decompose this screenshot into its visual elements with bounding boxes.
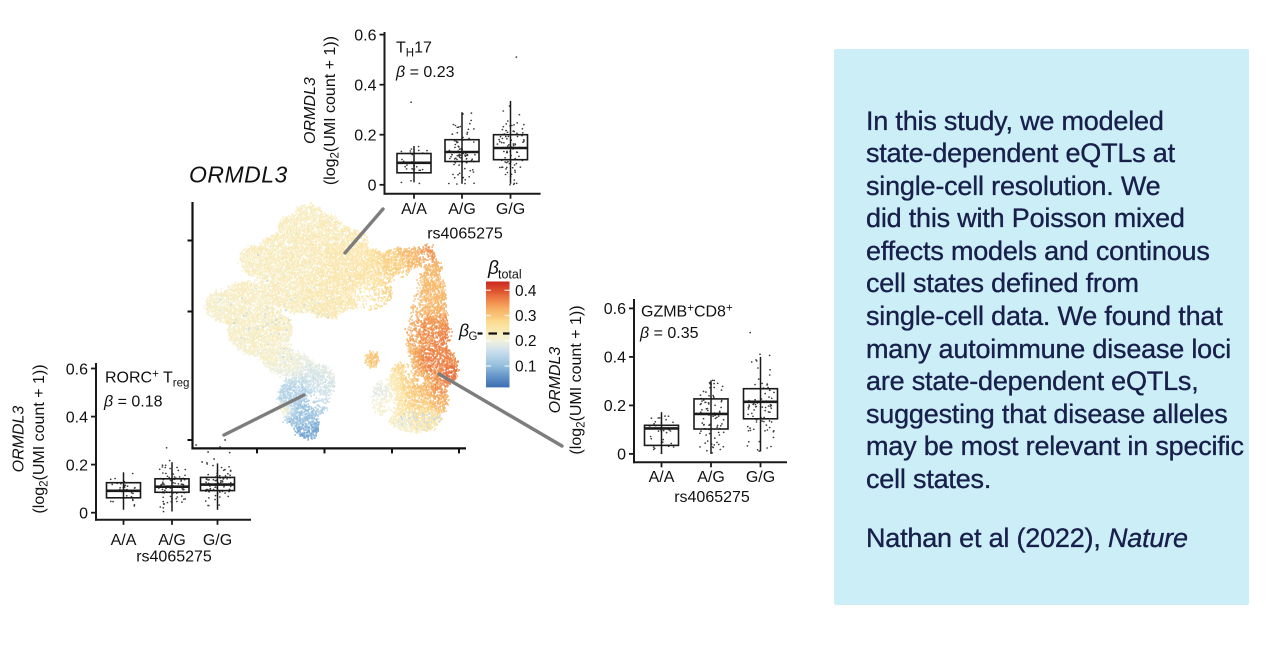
svg-text:0.2: 0.2	[604, 398, 626, 415]
svg-text:0.2: 0.2	[354, 128, 376, 145]
svg-text:0.6: 0.6	[604, 301, 626, 318]
svg-text:A/G: A/G	[697, 469, 725, 486]
svg-text:0.4: 0.4	[604, 350, 626, 367]
svg-text:0.6: 0.6	[354, 27, 376, 44]
svg-text:ORMDL3: ORMDL3	[189, 162, 288, 188]
svg-text:ORMDL3: ORMDL3	[11, 406, 28, 473]
svg-text:0: 0	[617, 447, 626, 464]
svg-text:0.4: 0.4	[66, 409, 88, 426]
svg-text:rs4065275: rs4065275	[427, 226, 503, 243]
svg-text:0.2: 0.2	[66, 457, 88, 474]
svg-text:rs4065275: rs4065275	[674, 489, 750, 506]
svg-text:β: β	[487, 258, 499, 279]
svg-text:ORMDL3: ORMDL3	[547, 347, 564, 414]
svg-text:β = 0.23: β = 0.23	[395, 64, 455, 81]
svg-text:G: G	[469, 331, 478, 343]
svg-text:(log2(UMI count + 1)): (log2(UMI count + 1))	[31, 364, 51, 513]
svg-text:0.2: 0.2	[515, 333, 537, 350]
svg-text:total: total	[498, 268, 522, 282]
svg-text:TH17: TH17	[396, 40, 432, 60]
svg-text:0.1: 0.1	[515, 359, 537, 376]
svg-text:A/A: A/A	[649, 469, 675, 486]
svg-text:0: 0	[79, 506, 88, 523]
svg-text:RORC+ Treg: RORC+ Treg	[105, 369, 189, 390]
svg-text:0.4: 0.4	[515, 283, 537, 300]
svg-text:0.4: 0.4	[354, 78, 376, 95]
svg-text:rs4065275: rs4065275	[136, 549, 212, 566]
svg-text:β = 0.18: β = 0.18	[103, 393, 163, 410]
svg-text:(log2(UMI count + 1)): (log2(UMI count + 1))	[568, 305, 588, 454]
svg-text:G/G: G/G	[203, 532, 232, 549]
svg-text:β = 0.35: β = 0.35	[639, 325, 699, 342]
svg-text:G/G: G/G	[496, 201, 525, 218]
svg-text:A/A: A/A	[111, 532, 137, 549]
svg-text:A/A: A/A	[401, 201, 427, 218]
svg-text:0.3: 0.3	[515, 308, 537, 325]
svg-text:β: β	[458, 321, 469, 341]
svg-text:0.6: 0.6	[66, 361, 88, 378]
svg-text:A/G: A/G	[448, 201, 476, 218]
svg-text:0: 0	[368, 178, 377, 195]
svg-text:G/G: G/G	[746, 469, 775, 486]
svg-text:A/G: A/G	[158, 532, 186, 549]
svg-text:ORMDL3: ORMDL3	[302, 77, 319, 144]
svg-text:(log2(UMI count + 1)): (log2(UMI count + 1))	[322, 36, 342, 185]
svg-text:GZMB+CD8+: GZMB+CD8+	[641, 303, 733, 321]
